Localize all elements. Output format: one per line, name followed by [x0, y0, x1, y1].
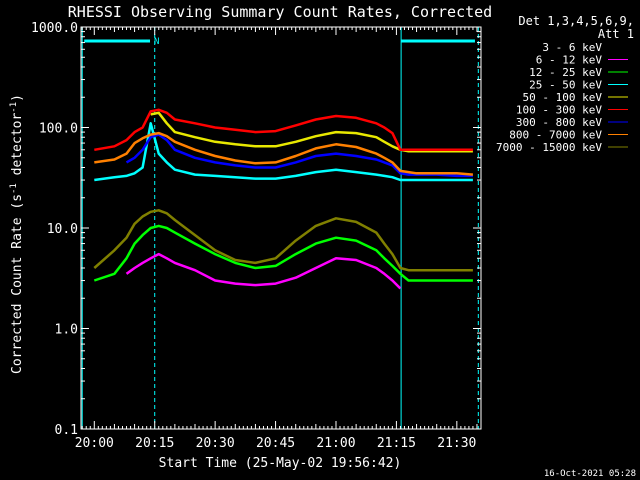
- series-line-8: [93, 209, 473, 272]
- x-tick-label: 20:00: [75, 436, 114, 451]
- legend-label: 800 - 7000 keV: [509, 129, 602, 142]
- series-line-4: [150, 111, 473, 153]
- chart-title: RHESSI Observing Summary Count Rates, Co…: [68, 3, 492, 21]
- x-axis-label: Start Time (25-May-02 19:56:42): [159, 456, 402, 471]
- y-axis-label-exp1: -1: [9, 183, 19, 194]
- legend-label: 3 - 6 keV: [542, 41, 602, 54]
- x-tick-label: 20:45: [256, 436, 295, 451]
- legend-label: 300 - 800 keV: [516, 116, 602, 129]
- y-axis-label-exp2: -1: [9, 102, 19, 113]
- y-tick-label: 1000.0: [31, 21, 78, 36]
- series-line-1: [125, 252, 402, 290]
- series-line-6: [125, 133, 473, 178]
- legend-label: 100 - 300 keV: [516, 104, 602, 117]
- legend-label: 25 - 50 keV: [529, 79, 602, 92]
- x-tick-label: 21:00: [316, 436, 355, 451]
- y-tick-label: 1.0: [55, 323, 78, 338]
- legend-label: 6 - 12 keV: [536, 54, 603, 67]
- series-line-5: [94, 108, 473, 152]
- legend-header-detectors: Det 1,3,4,5,6,9,: [518, 14, 634, 28]
- footer-timestamp: 16-Oct-2021 05:28: [544, 469, 636, 479]
- legend-label: 50 - 100 keV: [523, 91, 603, 104]
- legend-label: 7000 - 15000 keV: [496, 141, 602, 154]
- legend-header-attenuator: Att 1: [598, 27, 634, 41]
- x-tick-label: 21:15: [377, 436, 416, 451]
- series-line-7: [94, 131, 474, 176]
- legend-label: 12 - 25 keV: [529, 66, 602, 79]
- series-line-0: [125, 299, 386, 335]
- series-line-3: [94, 122, 473, 182]
- y-tick-label: 0.1: [55, 423, 78, 438]
- y-tick-label: 100.0: [39, 122, 78, 137]
- y-axis-label-main: Corrected Count Rate (s: [10, 194, 25, 374]
- y-axis-label-end: ): [10, 94, 25, 102]
- flag-label-n: N: [154, 37, 159, 47]
- plot-area: N 0.1 1.0 10.0 100.0 1000.0 20:00 20:15 20:30 20:…: [31, 21, 482, 451]
- x-tick-label: 20:30: [196, 436, 235, 451]
- x-tick-label: 21:30: [437, 436, 476, 451]
- series-line-2: [93, 224, 473, 282]
- y-axis-label: Corrected Count Rate (s-1 detector-1): [9, 94, 25, 374]
- y-axis-label-mid: detector: [10, 113, 25, 184]
- x-tick-label: 20:15: [135, 436, 174, 451]
- y-tick-label: 10.0: [47, 222, 78, 237]
